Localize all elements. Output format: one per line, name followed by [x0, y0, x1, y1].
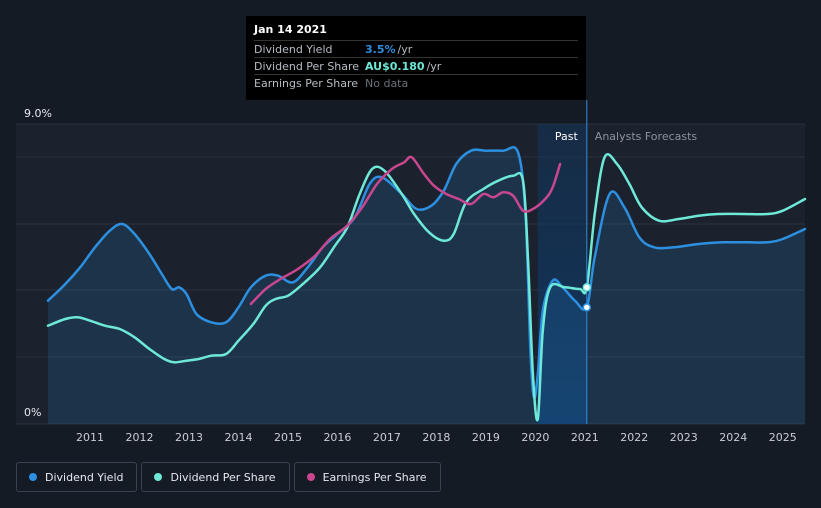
legend-dot	[29, 473, 37, 481]
x-tick-label: 2020	[521, 431, 549, 444]
series-areas	[48, 147, 805, 424]
tooltip-label: Dividend Yield	[254, 42, 333, 56]
analysts-forecasts-label: Analysts Forecasts	[595, 130, 698, 143]
tooltip-value: 3.5%	[365, 42, 396, 56]
x-tick-label: 2023	[670, 431, 698, 444]
x-tick-label: 2021	[571, 431, 599, 444]
x-tick-label: 2012	[126, 431, 154, 444]
x-tick-label: 2016	[323, 431, 351, 444]
legend-dot	[306, 473, 315, 481]
x-tick-label: 2019	[472, 431, 500, 444]
plot-background	[16, 124, 805, 424]
tooltip-row-dividend-per-share: Dividend Per Share AU$0.180 /yr	[254, 58, 578, 75]
tooltip-value: No data	[365, 76, 409, 90]
legend-item-dividend-per-share[interactable]: Dividend Per Share	[141, 462, 290, 492]
x-tick-label: 2025	[769, 431, 797, 444]
tooltip: Jan 14 2021 Dividend Yield 3.5% /yr Divi…	[246, 16, 586, 100]
tooltip-label: Dividend Per Share	[254, 59, 360, 73]
legend: Dividend Yield Dividend Per Share Earnin…	[16, 462, 441, 492]
x-tick-label: 2015	[274, 431, 302, 444]
dividend-per-share-line	[46, 152, 807, 422]
legend-label: Dividend Yield	[45, 470, 124, 484]
dividend-yield-highlight-point	[582, 303, 592, 312]
earnings-per-share-line	[249, 155, 562, 306]
x-tick-label: 2018	[422, 431, 450, 444]
tooltip-row-dividend-yield: Dividend Yield 3.5% /yr	[254, 41, 578, 58]
x-tick-label: 2014	[224, 431, 252, 444]
x-tick-label: 2024	[719, 431, 747, 444]
x-tick-label: 2013	[175, 431, 203, 444]
legend-label: Dividend Per Share	[170, 470, 276, 484]
x-axis-ticks: 2011 2012 2013 2014 2015 2016 2017 2018 2019 2020…	[76, 431, 797, 444]
dividend-yield-line	[46, 146, 807, 400]
tooltip-unit: /yr	[397, 42, 413, 56]
tooltip-row-earnings-per-share: Earnings Per Share No data	[254, 75, 578, 91]
x-tick-label: 2017	[373, 431, 401, 444]
legend-dot	[154, 473, 163, 481]
dividend-yield-area	[48, 147, 805, 424]
dividend-per-share-highlight-point	[582, 283, 592, 292]
dividend-chart: 9.0% 0% Past Analysts Forecasts 2011 2012…	[16, 100, 807, 444]
legend-label: Earnings Per Share	[322, 470, 427, 484]
x-tick-label: 2011	[76, 431, 104, 444]
tooltip-unit: /yr	[426, 59, 442, 73]
tooltip-date: Jan 14 2021	[254, 23, 578, 41]
legend-item-earnings-per-share[interactable]: Earnings Per Share	[293, 462, 441, 492]
series-lines	[46, 146, 807, 422]
y-axis-max-label: 9.0%	[24, 107, 52, 120]
tooltip-label: Earnings Per Share	[254, 76, 359, 90]
tooltip-value: AU$0.180	[365, 59, 425, 73]
y-axis-min-label: 0%	[24, 406, 41, 419]
highlight-points	[582, 283, 592, 312]
legend-item-dividend-yield[interactable]: Dividend Yield	[16, 462, 138, 492]
x-tick-label: 2022	[620, 431, 648, 444]
past-label: Past	[555, 130, 579, 143]
past-shade-region	[537, 124, 587, 424]
